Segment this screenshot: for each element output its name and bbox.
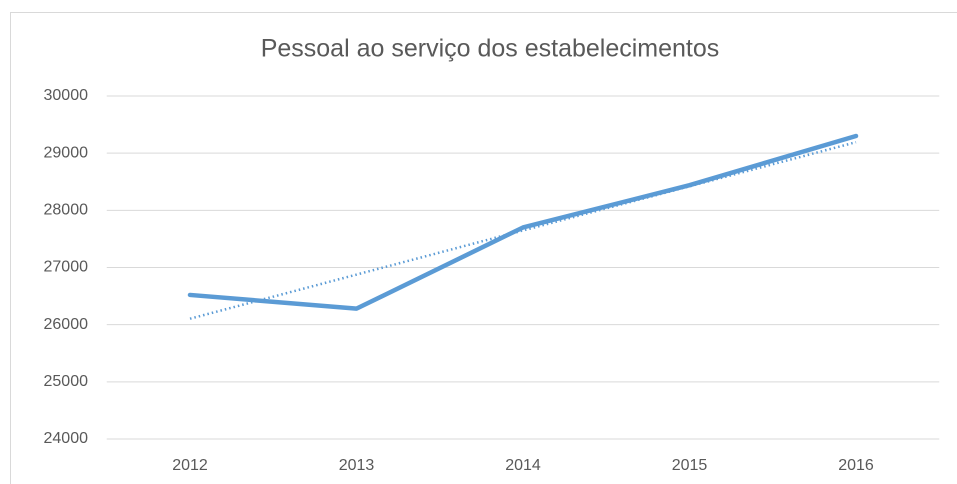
y-tick-label: 29000 xyxy=(44,144,89,161)
x-tick-label: 2016 xyxy=(838,457,874,474)
y-tick-label: 26000 xyxy=(44,316,89,333)
y-tick-label: 27000 xyxy=(44,259,89,276)
x-tick-label: 2014 xyxy=(505,457,541,474)
data-line xyxy=(187,133,859,311)
x-tick-label: 2015 xyxy=(672,457,708,474)
x-tick-label: 2012 xyxy=(172,457,208,474)
y-tick-label: 28000 xyxy=(44,202,89,219)
chart-title: Pessoal ao serviço dos estabelecimentos xyxy=(261,35,720,63)
y-tick-label: 30000 xyxy=(44,87,89,104)
x-tick-label: 2013 xyxy=(339,457,375,474)
y-tick-label: 25000 xyxy=(44,373,89,390)
y-tick-label: 24000 xyxy=(44,430,89,447)
